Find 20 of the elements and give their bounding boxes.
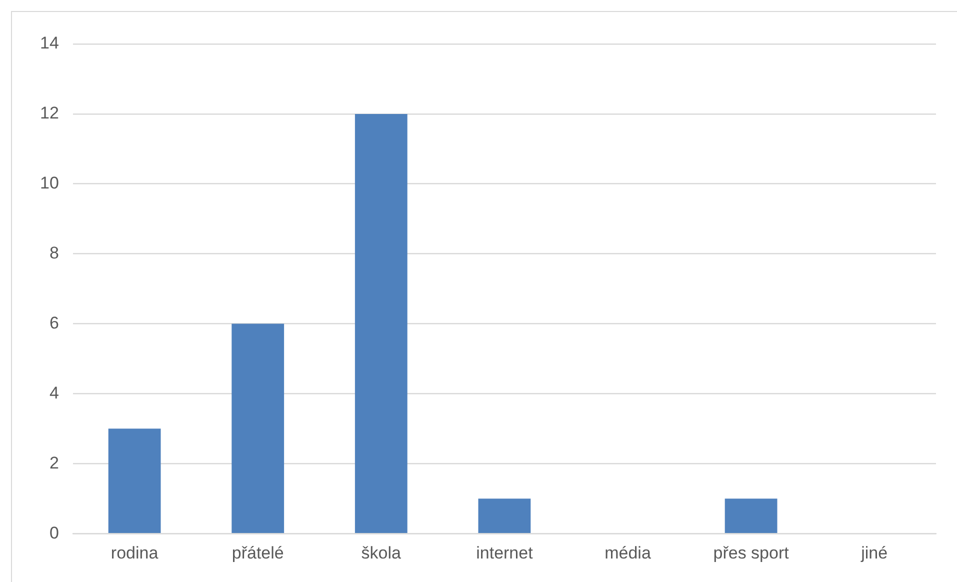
y-tick-label: 4 [49,383,59,402]
y-tick-label: 6 [49,313,59,332]
x-tick-label: rodina [110,543,159,562]
bar [724,498,778,533]
bar [108,428,161,533]
x-tick-label: internet [476,543,534,562]
y-tick-label: 2 [49,453,59,472]
bar [232,324,284,533]
y-tick-label: 14 [40,34,59,53]
x-tick-label: přes sport [713,543,790,562]
y-tick-label: 8 [49,244,59,263]
y-tick-label: 0 [49,523,59,542]
x-tick-label: přátelé [232,543,284,562]
y-tick-label: 10 [40,174,59,193]
bar [354,114,408,533]
bar [478,498,531,533]
x-tick-label: média [604,543,652,562]
x-tick-label: jiné [860,543,888,562]
x-tick-label: škola [361,543,402,562]
y-tick-label: 12 [40,104,59,123]
